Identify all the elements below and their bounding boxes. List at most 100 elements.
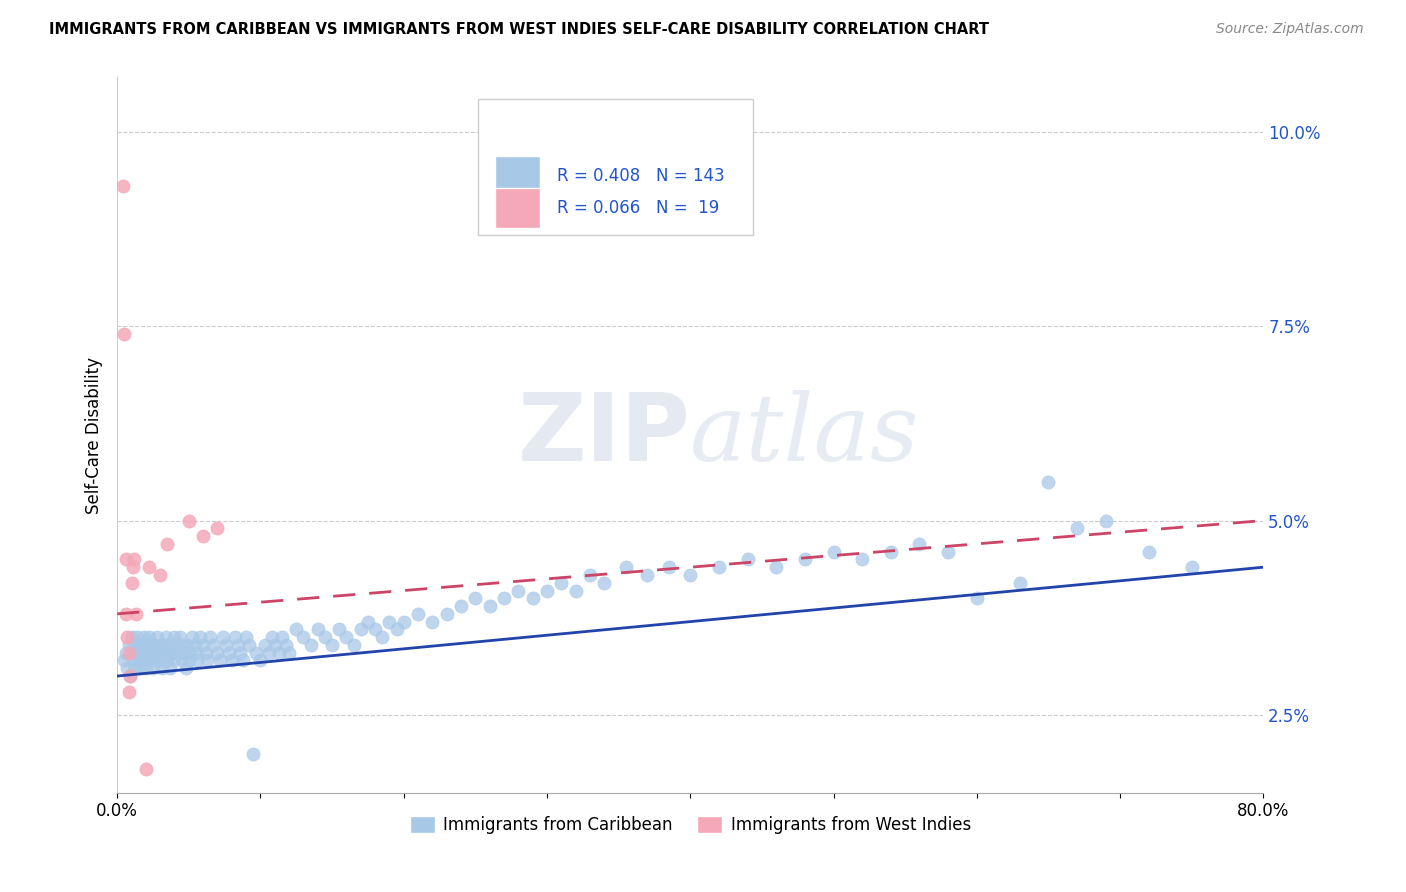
Point — [121, 630, 143, 644]
Point — [823, 544, 845, 558]
Point — [350, 623, 373, 637]
Point — [122, 560, 145, 574]
Point — [118, 646, 141, 660]
Point — [112, 653, 135, 667]
Point — [328, 623, 350, 637]
Point — [114, 607, 136, 621]
Point — [658, 560, 681, 574]
Point — [966, 591, 988, 606]
Point — [378, 615, 401, 629]
Point — [184, 646, 207, 660]
Point — [267, 646, 290, 660]
Point — [851, 552, 873, 566]
Point — [128, 653, 150, 667]
Point — [166, 638, 188, 652]
Point — [371, 630, 394, 644]
Point — [238, 638, 260, 652]
Point — [229, 646, 252, 660]
Point — [152, 653, 174, 667]
Point — [260, 630, 283, 644]
Point — [141, 638, 163, 652]
Point — [1066, 521, 1088, 535]
Point — [138, 560, 160, 574]
Point — [478, 599, 501, 613]
Point — [149, 568, 172, 582]
Point — [146, 630, 169, 644]
Point — [242, 747, 264, 761]
Point — [156, 537, 179, 551]
Point — [143, 638, 166, 652]
Point — [148, 653, 170, 667]
Point — [163, 630, 186, 644]
Point — [149, 646, 172, 660]
Point — [112, 326, 135, 341]
Point — [765, 560, 787, 574]
Point — [880, 544, 903, 558]
Point — [120, 669, 142, 683]
Point — [202, 638, 225, 652]
Point — [142, 646, 165, 660]
Point — [118, 684, 141, 698]
Point — [1137, 544, 1160, 558]
Point — [793, 552, 815, 566]
Point — [422, 615, 444, 629]
Point — [132, 646, 155, 660]
Point — [125, 646, 148, 660]
Point — [207, 521, 229, 535]
Point — [257, 646, 280, 660]
Point — [122, 653, 145, 667]
Point — [173, 646, 195, 660]
Point — [191, 638, 214, 652]
Point — [335, 630, 357, 644]
Point — [191, 529, 214, 543]
Point — [215, 638, 238, 652]
Text: R = 0.066   N =  19: R = 0.066 N = 19 — [557, 199, 718, 217]
Point — [492, 591, 515, 606]
Point — [232, 653, 254, 667]
Point — [177, 646, 200, 660]
Point — [224, 630, 246, 644]
Text: IMMIGRANTS FROM CARIBBEAN VS IMMIGRANTS FROM WEST INDIES SELF-CARE DISABILITY CO: IMMIGRANTS FROM CARIBBEAN VS IMMIGRANTS … — [49, 22, 990, 37]
Point — [170, 653, 193, 667]
Point — [153, 646, 176, 660]
Point — [174, 661, 197, 675]
Point — [450, 599, 472, 613]
Point — [114, 646, 136, 660]
Point — [436, 607, 458, 621]
Point — [125, 607, 148, 621]
Point — [364, 623, 387, 637]
Text: R = 0.408   N = 143: R = 0.408 N = 143 — [557, 167, 724, 185]
Point — [226, 638, 249, 652]
Point — [156, 638, 179, 652]
Point — [593, 575, 616, 590]
Point — [150, 661, 173, 675]
Point — [169, 630, 191, 644]
Point — [127, 630, 149, 644]
Point — [197, 653, 219, 667]
Point — [159, 661, 181, 675]
Point — [157, 646, 180, 660]
Point — [314, 630, 336, 644]
FancyBboxPatch shape — [478, 99, 754, 235]
Legend: Immigrants from Caribbean, Immigrants from West Indies: Immigrants from Caribbean, Immigrants fr… — [409, 816, 972, 834]
Point — [188, 630, 211, 644]
Point — [385, 623, 408, 637]
Point — [124, 552, 146, 566]
Point — [180, 630, 202, 644]
Point — [614, 560, 637, 574]
Point — [212, 630, 235, 644]
Point — [536, 583, 558, 598]
Point — [579, 568, 602, 582]
Point — [271, 630, 294, 644]
Point — [160, 638, 183, 652]
Point — [936, 544, 959, 558]
Bar — [495, 188, 540, 227]
Point — [138, 646, 160, 660]
Point — [115, 661, 138, 675]
Text: atlas: atlas — [690, 390, 920, 480]
Point — [136, 653, 159, 667]
Point — [1038, 475, 1060, 489]
Point — [152, 638, 174, 652]
Point — [163, 653, 186, 667]
Point — [177, 514, 200, 528]
